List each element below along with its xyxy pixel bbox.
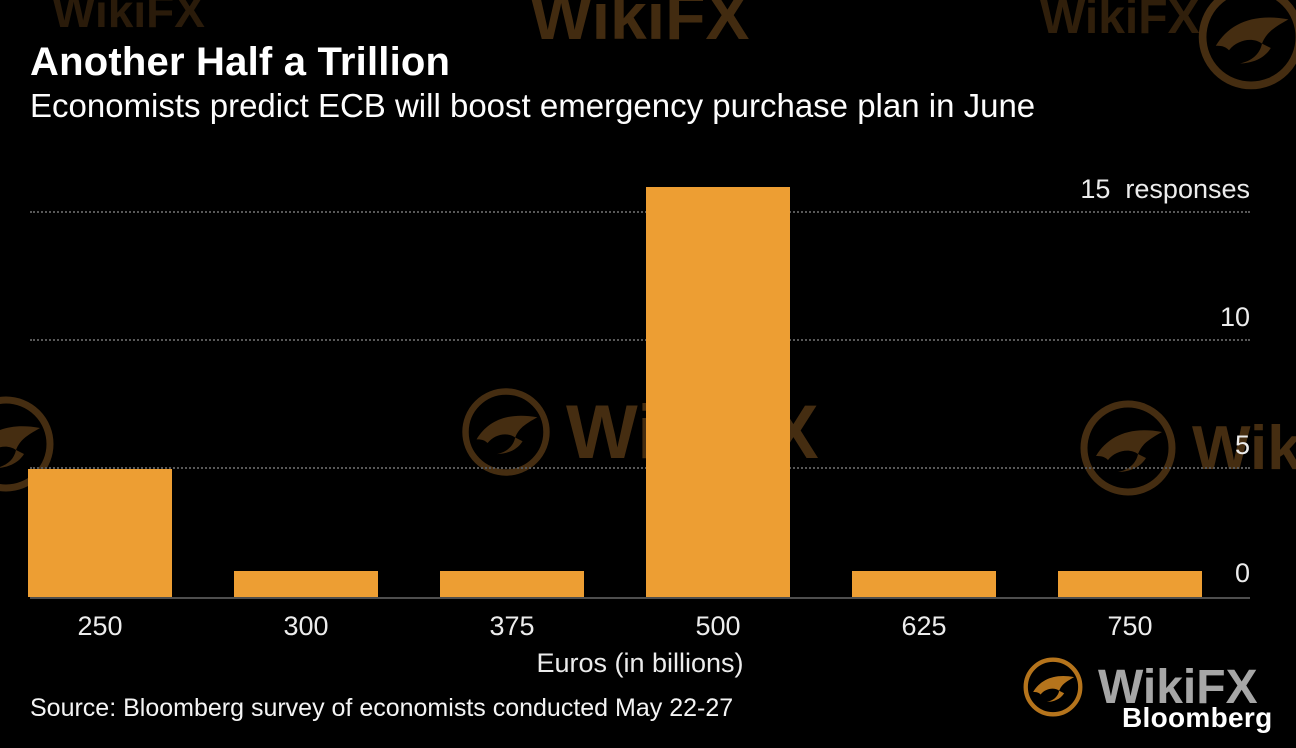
wikifx-eagle-icon	[460, 386, 552, 478]
wikifx-watermark-mid-right: WikiFX	[1078, 398, 1296, 498]
wikifx-watermark-top-left: WikiFX	[52, 0, 205, 38]
chart-subtitle: Economists predict ECB will boost emerge…	[30, 87, 1036, 124]
wikifx-watermark-text: WikiFX	[530, 0, 750, 53]
bar-375	[440, 571, 584, 597]
x-tick-label-250: 250	[77, 611, 123, 641]
bar-750	[1058, 571, 1202, 597]
wikifx-watermark-top-right: WikiFX	[1040, 0, 1200, 45]
x-tick-label-500: 500	[695, 611, 741, 641]
x-tick-label-375: 375	[489, 611, 535, 641]
wikifx-watermark-mid-left	[0, 394, 56, 494]
bar-chart-plot-area: 0 5 10 15 responses 250 300 375 500 625 750	[28, 174, 1250, 641]
x-tick-label-625: 625	[901, 611, 947, 641]
wikifx-watermark-text: WikiFX	[52, 0, 205, 37]
wikifx-watermark-top-right-eagle	[1196, 0, 1296, 92]
gridline-5	[30, 466, 1250, 469]
bar-500	[646, 187, 790, 597]
y-tick-label-0: 0	[1234, 558, 1250, 588]
wikifx-watermark-text: WikiFX	[1098, 660, 1258, 714]
x-axis-label: Euros (in billions)	[536, 648, 744, 678]
y-tick-label-10: 10	[1219, 301, 1250, 332]
bar-625	[852, 571, 996, 597]
wikifx-watermark-bottom-right: WikiFX	[1022, 656, 1258, 718]
x-axis-baseline	[30, 597, 1250, 599]
wikifx-watermark-text: WikiFX	[1192, 413, 1296, 483]
bloomberg-logo: Bloomberg	[1122, 702, 1273, 733]
y-tick-label-5: 5	[1234, 429, 1250, 460]
gridline-15	[30, 210, 1250, 213]
wikifx-watermark-top-center: WikiFX	[530, 0, 749, 54]
x-tick-label-300: 300	[283, 611, 329, 641]
bar-250	[28, 468, 172, 597]
x-tick-label-750: 750	[1107, 611, 1153, 641]
wikifx-watermark-text: WikiFX	[1040, 0, 1200, 44]
chart-title: Another Half a Trillion	[30, 40, 451, 84]
wikifx-eagle-icon	[1196, 0, 1296, 92]
wikifx-eagle-icon	[1022, 656, 1084, 718]
wikifx-eagle-icon	[1078, 398, 1178, 498]
wikifx-eagle-icon	[0, 394, 56, 494]
source-note: Source: Bloomberg survey of economists c…	[30, 694, 734, 722]
y-tick-label-15: 15 responses	[1080, 173, 1250, 204]
gridline-10	[30, 338, 1250, 341]
bar-300	[234, 571, 378, 597]
